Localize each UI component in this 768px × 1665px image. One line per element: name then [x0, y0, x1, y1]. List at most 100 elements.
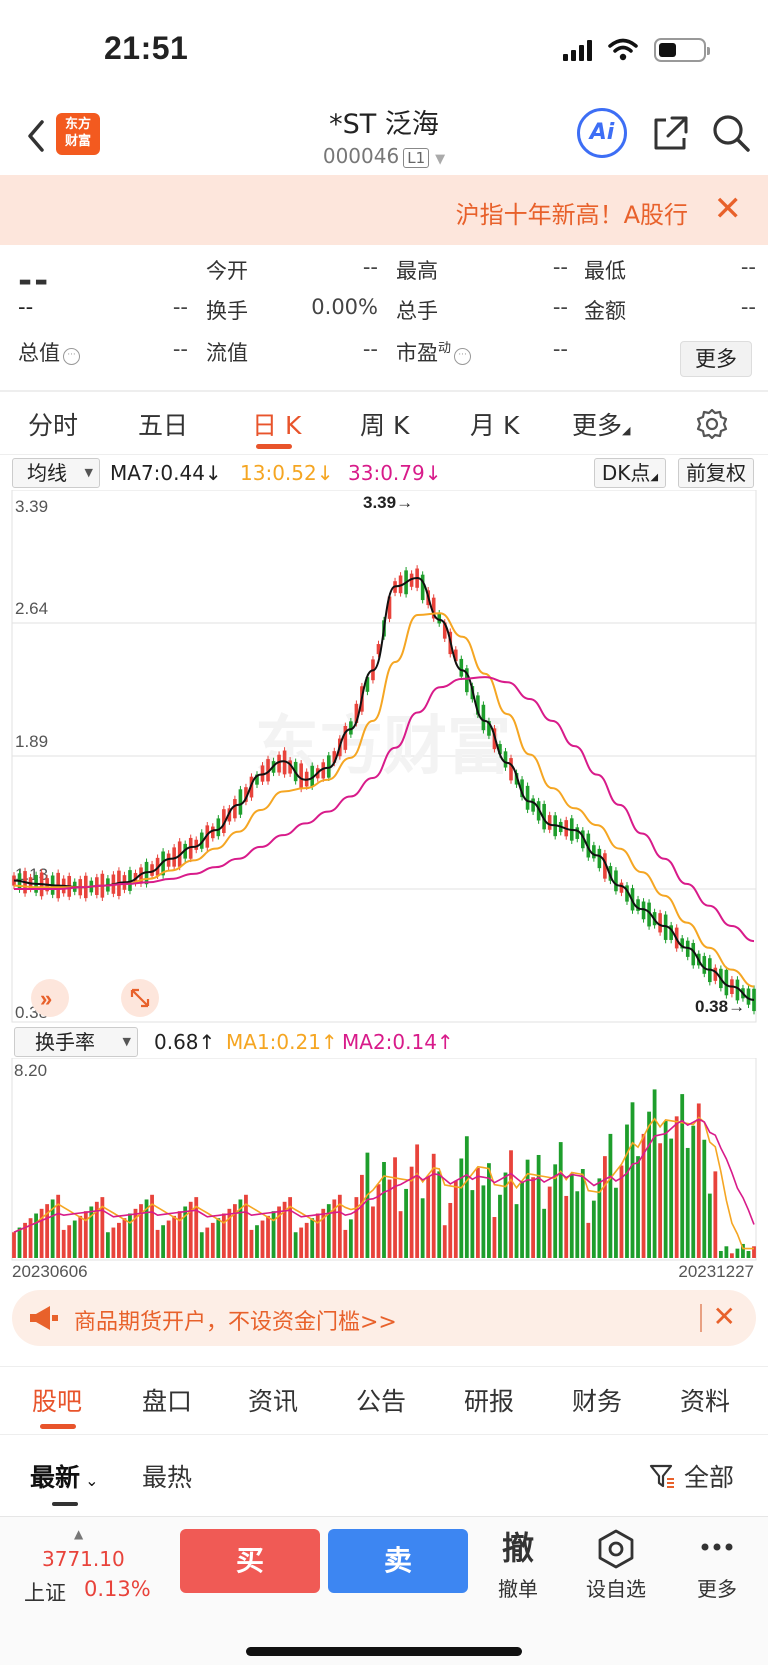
close-icon[interactable]: ✕ [712, 1300, 736, 1333]
index-value[interactable]: 3771.10 [42, 1547, 125, 1571]
news-banner[interactable]: 沪指十年新高！A股行 ✕ [0, 175, 768, 245]
adjust-button[interactable]: 前复权 [678, 458, 754, 488]
candle-body [625, 885, 629, 902]
low-label: 最低 [584, 259, 626, 283]
add-watchlist-button[interactable]: 设自选 [576, 1527, 656, 1602]
divider [700, 1304, 702, 1332]
turnover-chart[interactable]: 8.20 20230606 [0, 1058, 768, 1263]
filter-button[interactable]: 全部 [648, 1458, 734, 1494]
volume-bar [481, 1185, 486, 1258]
buy-button[interactable]: 买 [180, 1529, 320, 1593]
tab-weekly-k[interactable]: 周 K [360, 411, 410, 440]
wifi-icon [608, 38, 638, 61]
signal-icon [563, 39, 592, 61]
market-cap-label[interactable]: 总值 ··· [18, 337, 80, 367]
candlestick-chart[interactable]: 东方财富 3.39 2.64 1.89 1.13 0.38 3.39→ 0.38… [0, 490, 768, 1025]
volume-bar [282, 1201, 287, 1258]
watchlist-icon [576, 1527, 656, 1569]
volume-bar [332, 1199, 337, 1258]
ai-assistant-icon[interactable]: Ai [577, 108, 627, 158]
tab-five-day[interactable]: 五日 [138, 411, 189, 440]
volume-bar [105, 1232, 110, 1258]
search-icon[interactable] [710, 112, 752, 154]
tab-orderbook[interactable]: 盘口 [142, 1387, 193, 1416]
ma2-value: MA2:0.14↑ [342, 1030, 454, 1054]
volume-bar [61, 1229, 66, 1258]
volume-bar [34, 1213, 38, 1258]
volume-bar [470, 1190, 475, 1258]
volume-bar [475, 1167, 480, 1258]
gear-icon[interactable] [696, 408, 728, 440]
tab-intraday[interactable]: 分时 [28, 411, 79, 440]
indicator-selector[interactable]: 均线 ▼ [12, 458, 100, 488]
sort-latest[interactable]: 最新 ⌄ [30, 1463, 99, 1492]
info-icon[interactable]: ··· [454, 348, 472, 365]
tab-research[interactable]: 研报 [464, 1387, 515, 1416]
more-actions-button[interactable]: 更多 [677, 1527, 757, 1602]
volume-bar [741, 1243, 745, 1258]
tab-forum[interactable]: 股吧 [32, 1387, 83, 1416]
candle-body [459, 658, 464, 677]
pe-label[interactable]: 市盈动 ··· [396, 337, 472, 367]
tab-profile[interactable]: 资料 [680, 1387, 731, 1416]
stock-code-row[interactable]: 000046 L1 ▼ [0, 144, 768, 168]
index-name[interactable]: 上证 [24, 1581, 66, 1605]
promo-banner[interactable]: 商品期货开户，不设资金门槛>> ✕ [12, 1290, 756, 1346]
battery-icon [654, 38, 710, 62]
tab-news[interactable]: 资讯 [248, 1387, 299, 1416]
candle-body [128, 870, 132, 891]
tab-daily-k[interactable]: 日 K [252, 411, 302, 440]
volume-bar [111, 1227, 116, 1258]
home-indicator [246, 1647, 522, 1656]
candle-body [376, 644, 381, 655]
divider [0, 454, 768, 455]
banner-text[interactable]: 沪指十年新高！A股行 [455, 201, 688, 229]
tab-announcements[interactable]: 公告 [356, 1387, 407, 1416]
candle-body [658, 913, 662, 933]
candle-body [172, 847, 176, 867]
ma7-value: MA7:0.44↓ [110, 461, 222, 485]
candle-body [349, 721, 353, 735]
low-value: -- [740, 255, 756, 279]
tab-monthly-k[interactable]: 月 K [470, 411, 520, 440]
candle-body [586, 833, 591, 858]
active-tab-indicator [52, 1502, 78, 1506]
info-icon[interactable]: ··· [63, 348, 80, 365]
close-icon[interactable]: ✕ [713, 189, 743, 229]
volume-bar [271, 1211, 276, 1258]
volume-bar [199, 1232, 204, 1258]
volume-bar [72, 1220, 77, 1258]
candle-body [332, 751, 337, 763]
candle-body [597, 848, 602, 869]
sort-hot[interactable]: 最热 [142, 1463, 193, 1492]
candle-body [636, 899, 640, 911]
volume-bar [680, 1094, 685, 1258]
volume-bar [188, 1201, 193, 1258]
candle-body [326, 755, 331, 778]
volume-bar [100, 1197, 105, 1258]
promo-text[interactable]: 商品期货开户，不设资金门槛>> [74, 1310, 397, 1335]
volume-bar [83, 1211, 88, 1258]
sub-indicator-selector[interactable]: 换手率 ▼ [14, 1027, 138, 1057]
tab-financials[interactable]: 财务 [572, 1387, 623, 1416]
candle-body [321, 762, 326, 779]
sell-button[interactable]: 卖 [328, 1529, 468, 1593]
candle-body [288, 760, 292, 774]
candle-body [520, 779, 524, 798]
more-button[interactable]: 更多 [680, 341, 752, 377]
tab-more[interactable]: 更多◢ [572, 411, 631, 440]
expand-icon: » [40, 986, 52, 1011]
candle-body [481, 704, 486, 731]
volume-bar [586, 1222, 591, 1258]
dk-point-button[interactable]: DK点◢ [594, 458, 666, 488]
index-change[interactable]: 0.13% [84, 1577, 151, 1601]
back-icon[interactable] [22, 116, 52, 156]
volume-ma-lines [13, 1116, 755, 1250]
share-icon[interactable] [650, 114, 690, 154]
volume-bar [492, 1217, 497, 1258]
candle-body [614, 870, 618, 892]
ma13-line [13, 612, 755, 988]
cancel-order-button[interactable]: 撤 撤单 [478, 1527, 558, 1602]
candle-body [641, 901, 646, 920]
volume-bar [685, 1147, 690, 1258]
